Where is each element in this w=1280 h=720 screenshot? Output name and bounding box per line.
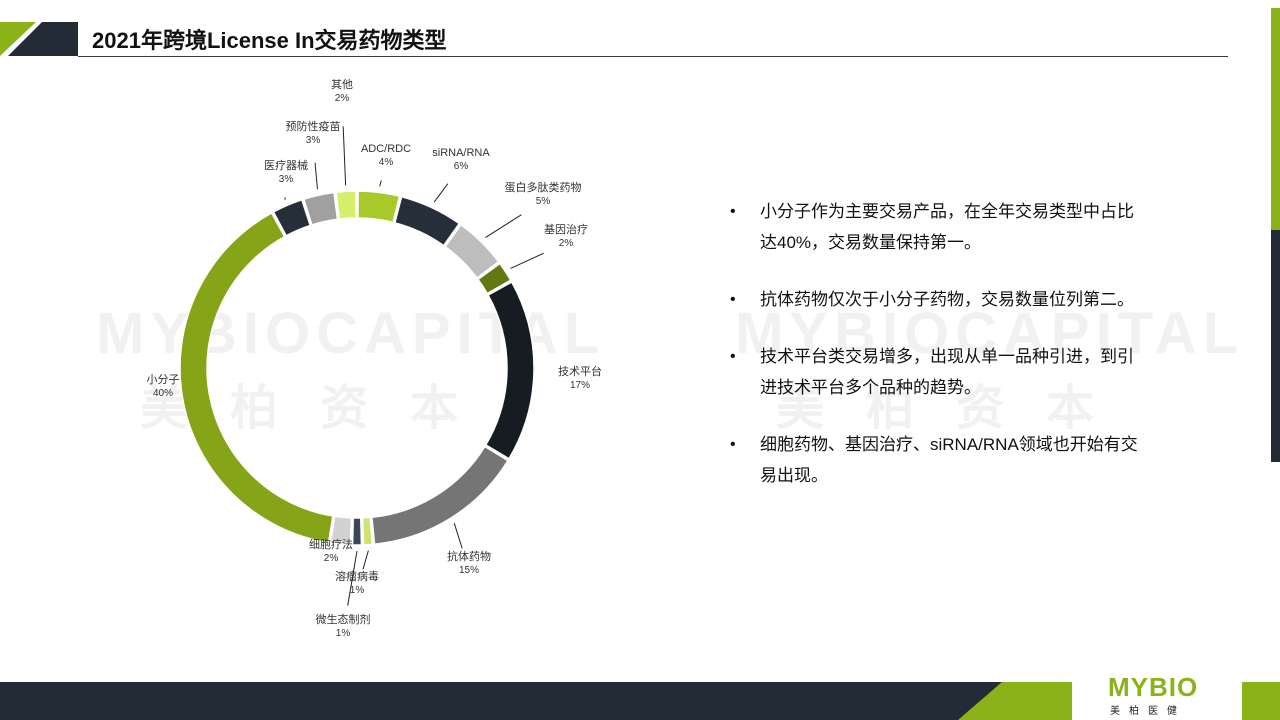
donut-slice: [272, 198, 312, 237]
slice-label: 溶瘤病毒: [335, 569, 379, 583]
slice-percent: 5%: [536, 196, 551, 207]
bullet-dot: •: [730, 348, 736, 365]
bullet-text: 技术平台类交易增多，出现从单一品种引进，到引进技术平台多个品种的趋势。: [760, 347, 1134, 397]
slice-label: ADC/RDC: [361, 143, 411, 155]
slice-label: 细胞疗法: [309, 537, 353, 551]
footer-shapes: [0, 682, 1280, 720]
donut-slice: [484, 281, 535, 460]
slice-label: 基因治疗: [544, 222, 588, 236]
slice-label: 其他: [331, 78, 353, 91]
bullet-item: • 技术平台类交易增多，出现从单一品种引进，到引进技术平台多个品种的趋势。: [728, 341, 1148, 403]
header-bar: [0, 0, 1280, 58]
donut-slice: [371, 445, 509, 545]
slice-percent: 17%: [570, 380, 590, 391]
donut-slice: [444, 223, 500, 280]
bullet-item: • 细胞药物、基因治疗、siRNA/RNA领域也开始有交易出现。: [728, 429, 1148, 491]
header-rule: [78, 56, 1228, 57]
slice-label: 医疗器械: [264, 158, 308, 172]
slice-label: 小分子: [147, 373, 180, 386]
bullet-item: • 抗体药物仅次于小分子药物，交易数量位列第二。: [728, 284, 1148, 315]
leader-line: [433, 183, 449, 203]
donut-slice: [477, 262, 512, 295]
donut-slice: [351, 517, 363, 546]
watermark-right: MYBIOCAPITAL: [735, 301, 1245, 366]
bullet-dot: •: [730, 436, 736, 453]
slice-label: 抗体药物: [447, 549, 491, 563]
leader-line: [510, 252, 544, 269]
donut-slice: [179, 211, 334, 544]
slice-percent: 3%: [279, 174, 294, 185]
bullet-item: • 小分子作为主要交易产品，在全年交易类型中占比达40%，交易数量保持第一。: [728, 196, 1148, 258]
donut-slice: [357, 190, 401, 224]
logo-subtitle: 美柏医健: [1110, 706, 1186, 717]
leader-line: [314, 162, 318, 190]
slice-percent: 2%: [324, 553, 339, 564]
bullet-text: 小分子作为主要交易产品，在全年交易类型中占比达40%，交易数量保持第一。: [760, 202, 1134, 252]
page-title: 2021年跨境License In交易药物类型: [92, 28, 447, 53]
donut-chart: ADC/RDC 4% siRNA/RNA 6% 蛋白多肽类药物 5% 基因治疗 2% 技术平台 1…: [147, 78, 603, 639]
leader-line: [362, 550, 369, 570]
right-dark-bar: [1271, 230, 1280, 462]
slice-label: siRNA/RNA: [432, 147, 490, 159]
leader-line: [379, 180, 382, 187]
watermark-right-cn: 美柏资本: [776, 382, 1137, 435]
slice-label: 微生态制剂: [316, 612, 371, 626]
footer-bar: [0, 682, 1280, 720]
donut-slice: [302, 191, 339, 226]
donut-slice: [335, 190, 357, 220]
slice-percent: 4%: [379, 157, 394, 168]
slice-percent: 2%: [559, 238, 574, 249]
slice-percent: 6%: [454, 161, 469, 172]
slice-percent: 2%: [335, 93, 350, 104]
slice-percent: 40%: [153, 388, 173, 399]
slice-percent: 1%: [336, 628, 351, 639]
leader-line: [453, 522, 463, 549]
header-accent-shapes: [0, 22, 78, 56]
bullet-text: 抗体药物仅次于小分子药物，交易数量位列第二。: [760, 290, 1134, 309]
bullet-text: 细胞药物、基因治疗、siRNA/RNA领域也开始有交易出现。: [760, 435, 1138, 485]
slice-percent: 15%: [459, 565, 479, 576]
slice-label: 蛋白多肽类药物: [505, 180, 582, 194]
slice-percent: 1%: [350, 585, 365, 596]
donut-slice: [393, 195, 461, 247]
bullet-dot: •: [730, 291, 736, 308]
bullet-list: • 小分子作为主要交易产品，在全年交易类型中占比达40%，交易数量保持第一。 • 抗…: [728, 196, 1148, 517]
leader-line: [485, 214, 522, 239]
slice-label: 技术平台: [558, 364, 602, 378]
slice-percent: 3%: [306, 135, 321, 146]
donut-slice: [329, 515, 353, 546]
logo-wordmark: MYBIO: [1108, 672, 1199, 702]
leader-line: [342, 126, 347, 186]
slice-label: 预防性疫苗: [286, 119, 341, 133]
brand-logo: MYBIO 美柏医健: [1106, 672, 1226, 718]
right-accent-bar: [1271, 8, 1280, 230]
leader-line: [347, 550, 358, 606]
bullet-dot: •: [730, 203, 736, 220]
donut-slice: [361, 516, 374, 546]
